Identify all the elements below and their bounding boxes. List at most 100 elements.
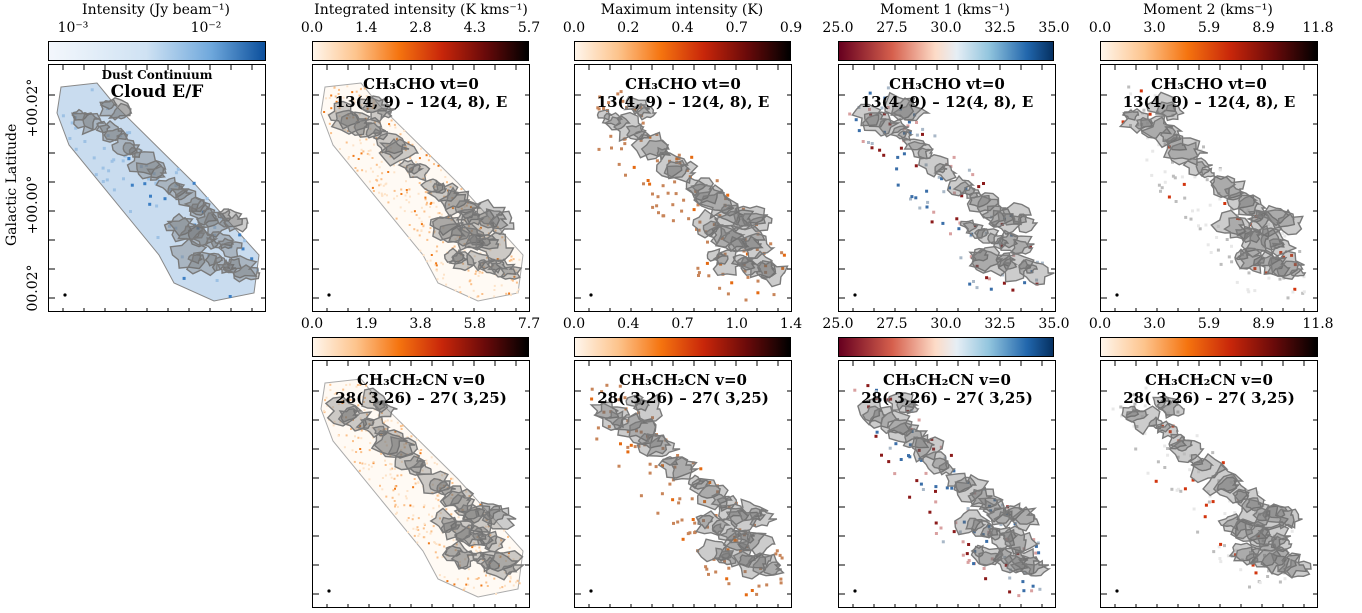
pixel: [413, 478, 416, 480]
pixel: [364, 462, 367, 465]
pixel: [458, 286, 461, 289]
pixel: [642, 182, 645, 186]
pixel: [163, 197, 167, 201]
molecule-title: CH₃CHO vt=0 13(4, 9) – 12(4, 8), E: [1101, 75, 1317, 111]
pixel: [1166, 447, 1169, 450]
contour: [372, 128, 388, 141]
pixel: [607, 101, 611, 105]
contour: [484, 535, 506, 553]
transition-label: 28( 3,26) – 27( 3,25): [335, 389, 507, 407]
pixel: [952, 191, 956, 195]
pixel: [456, 235, 459, 238]
y-tick-label: +00.02°: [25, 78, 41, 138]
contour: [891, 97, 931, 122]
pixel: [932, 210, 936, 214]
pixel: [516, 579, 519, 582]
pixel: [878, 148, 882, 152]
colorbar-tick-label: 0.0: [1088, 20, 1112, 36]
pixel: [338, 107, 341, 110]
pixel: [921, 488, 925, 491]
pixel: [443, 195, 446, 198]
pixel: [462, 227, 465, 230]
contour: [1276, 508, 1303, 530]
pixel: [967, 168, 971, 172]
colorbar-tick-label: 0.0: [562, 316, 586, 332]
axis-ticks: [839, 361, 1055, 607]
pixel: [405, 497, 408, 500]
pixel: [474, 578, 477, 580]
contour: [387, 436, 419, 459]
axis-ticks: [1101, 361, 1317, 607]
pixel: [398, 161, 401, 164]
pixel: [360, 437, 363, 440]
pixel: [391, 496, 394, 499]
colorbar-tick-label: 35.0: [1038, 20, 1070, 36]
pixel: [403, 210, 406, 213]
pixel: [357, 404, 360, 407]
pixel: [426, 191, 429, 194]
pixel: [671, 203, 675, 207]
pixel: [127, 157, 131, 160]
contour: [426, 179, 460, 202]
pixel: [1168, 430, 1172, 434]
pixel: [1254, 571, 1258, 575]
pixel: [371, 107, 374, 109]
contour: [337, 405, 373, 432]
dust-pixels: [61, 88, 259, 298]
pixel: [955, 217, 959, 221]
pixel: [987, 277, 991, 281]
pixel: [458, 560, 461, 563]
pixel: [445, 283, 448, 286]
pixel: [149, 194, 152, 198]
pixel: [661, 446, 665, 450]
pixel: [467, 583, 470, 586]
pixel: [365, 95, 368, 98]
contour: [1182, 157, 1213, 177]
beam-marker: [63, 293, 67, 297]
contour: [1212, 472, 1248, 504]
pixel: [128, 131, 132, 135]
colorbar-tick-label: 3.0: [1143, 316, 1166, 332]
pixel: [450, 218, 453, 221]
pixel: [703, 500, 707, 504]
pixel: [341, 399, 344, 402]
pixel: [394, 126, 397, 129]
contour: [484, 507, 517, 530]
pixel: [383, 193, 386, 196]
pixel: [1247, 271, 1251, 275]
pixel: [1266, 223, 1270, 226]
pixel: [373, 143, 375, 146]
contour: [1125, 405, 1161, 436]
pixel: [384, 440, 387, 443]
pixel: [1175, 488, 1179, 492]
pixel: [934, 532, 938, 535]
pixel: [696, 203, 700, 207]
moment1-pixels: [853, 384, 1042, 598]
pixel: [457, 516, 460, 519]
pixel: [422, 177, 425, 180]
contour: [1248, 527, 1277, 548]
pixel: [443, 545, 446, 548]
pixel: [426, 260, 429, 263]
pixel: [463, 205, 466, 208]
pixel: [668, 482, 672, 486]
pixel: [363, 87, 366, 90]
contour: [1148, 416, 1164, 430]
pixel: [356, 384, 359, 386]
colorbar-tick-label: 27.5: [876, 20, 908, 36]
pixel: [619, 90, 623, 94]
pixel: [1111, 407, 1115, 411]
pixel: [420, 147, 422, 150]
pixel: [489, 534, 492, 537]
pixel: [902, 152, 906, 156]
contour: [1140, 115, 1174, 140]
pixel: [370, 465, 373, 468]
pixel: [413, 534, 416, 537]
pixel: [769, 242, 773, 246]
pixel: [437, 164, 440, 167]
pixel: [894, 442, 898, 446]
moment1-map-panel: CH₃CH₂CN v=0 28( 3,26) – 27( 3,25): [838, 360, 1056, 608]
pixel: [392, 489, 395, 492]
pixel: [382, 184, 385, 187]
pixel: [623, 396, 627, 400]
